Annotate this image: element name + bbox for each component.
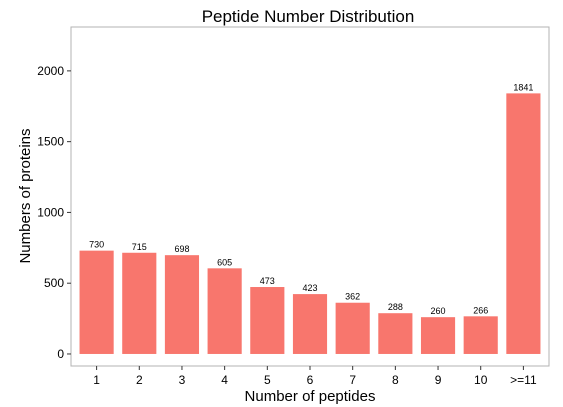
data-label-1: 730	[89, 240, 104, 250]
data-label-9: 260	[431, 306, 446, 316]
x-tick-label: 2	[136, 373, 143, 387]
bar-8	[378, 313, 413, 354]
bars-group	[79, 93, 541, 354]
bar-9	[420, 317, 456, 354]
x-tick-label: 1	[93, 373, 100, 387]
data-label-3: 698	[174, 244, 189, 254]
chart-title: Peptide Number Distribution	[202, 7, 415, 26]
data-label-10: 266	[473, 305, 488, 315]
y-axis: 0 500 1000 1500 2000	[37, 64, 71, 361]
x-axis: 1 2 3 4 5 6 7 8 9 10 >=11	[93, 366, 537, 387]
y-tick-label: 500	[44, 276, 64, 290]
data-labels-group: 730 715 698 605 473 423 362 288 260 266 1841	[89, 82, 533, 316]
data-label-4: 605	[217, 257, 232, 267]
x-tick-label: 4	[221, 373, 228, 387]
data-label-5: 473	[260, 276, 275, 286]
y-axis-label: Numbers of proteins	[17, 128, 34, 263]
x-axis-label: Number of peptides	[245, 388, 376, 405]
x-tick-label: 7	[349, 373, 356, 387]
data-label-8: 288	[388, 302, 403, 312]
bar-7	[335, 302, 370, 354]
data-label-6: 423	[302, 283, 317, 293]
x-tick-label: 8	[392, 373, 399, 387]
bar-1	[79, 250, 114, 354]
y-tick-label: 1500	[37, 135, 64, 149]
x-tick-label: >=11	[510, 373, 537, 387]
x-tick-label: 3	[179, 373, 186, 387]
y-tick-label: 0	[57, 347, 64, 361]
bar-6	[292, 294, 328, 354]
x-tick-label: 5	[264, 373, 271, 387]
data-label-2: 715	[132, 242, 147, 252]
x-tick-label: 6	[307, 373, 314, 387]
data-label-7: 362	[345, 292, 360, 302]
bar-11	[506, 93, 541, 354]
x-tick-label: 9	[435, 373, 442, 387]
x-tick-label: 10	[474, 373, 488, 387]
data-label-11: 1841	[513, 82, 533, 92]
y-tick-label: 1000	[37, 205, 64, 219]
y-tick-label: 2000	[37, 64, 64, 78]
bar-4	[207, 268, 242, 354]
bar-10	[463, 316, 498, 354]
bar-3	[164, 255, 200, 354]
bar-2	[122, 252, 157, 354]
bar-5	[250, 287, 285, 354]
